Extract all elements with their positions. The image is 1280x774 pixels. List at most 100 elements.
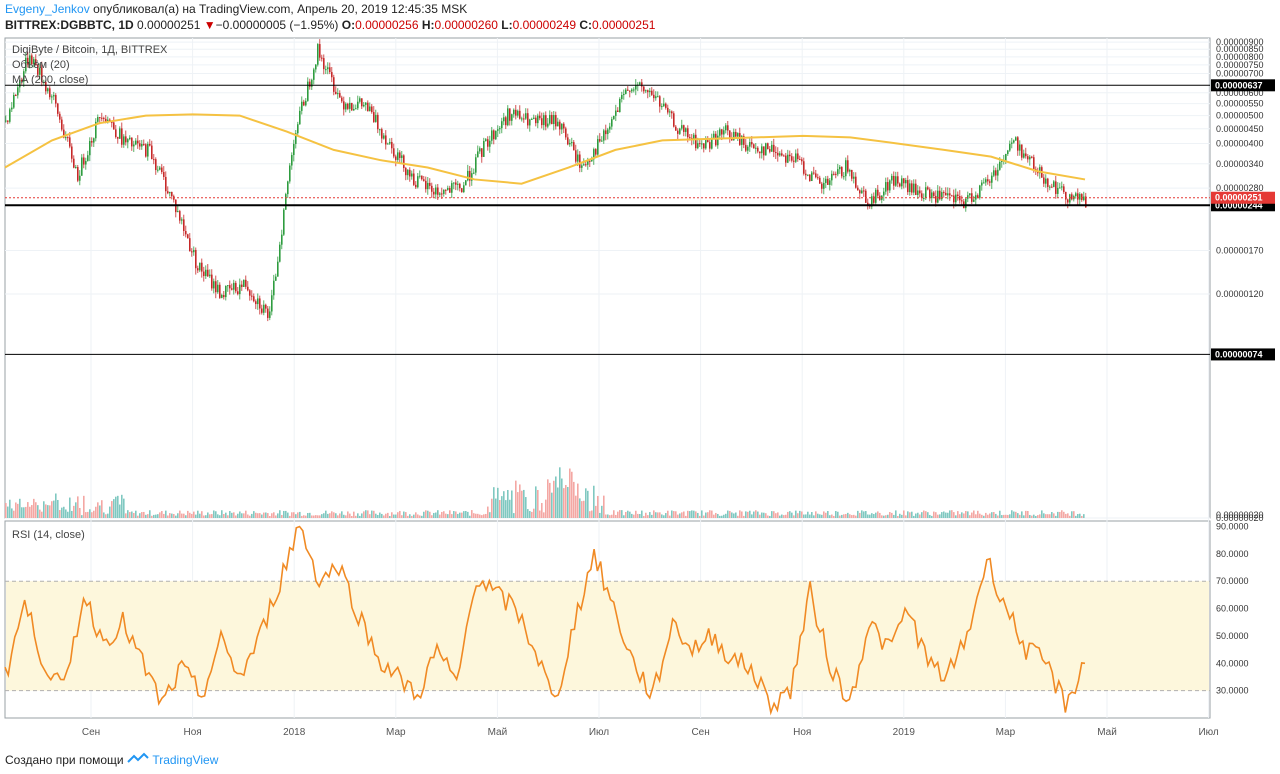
volume-bar (275, 515, 277, 518)
volume-bar (179, 510, 181, 518)
candle-body (73, 158, 75, 168)
candle-body (889, 180, 891, 191)
volume-bar (791, 512, 793, 518)
volume-bar (457, 513, 459, 518)
author-link[interactable]: Evgeny_Jenkov (5, 2, 90, 16)
volume-bar (467, 511, 469, 518)
volume-bar (117, 495, 119, 518)
candle-body (899, 183, 901, 187)
volume-tick-label: 0.00000020 (1216, 510, 1264, 520)
candle-body (219, 284, 221, 298)
candle-body (31, 55, 33, 65)
price-tick-label: 0.00000170 (1216, 245, 1264, 255)
volume-bar (33, 498, 35, 518)
candle-body (973, 199, 975, 202)
candle-body (497, 129, 499, 131)
candle-body (765, 143, 767, 156)
volume-bar (47, 505, 49, 518)
volume-bar (1081, 515, 1083, 518)
candle-body (45, 81, 47, 92)
candle-body (107, 119, 109, 122)
candle-body (763, 146, 765, 156)
candle-body (857, 187, 859, 191)
candle-body (879, 195, 881, 200)
volume-bar (899, 513, 901, 518)
volume-bar (803, 514, 805, 518)
candle-body (541, 118, 543, 126)
candle-body (237, 291, 239, 295)
volume-bar (855, 515, 857, 518)
candle-body (705, 140, 707, 149)
volume-bar (519, 484, 521, 518)
candle-body (139, 143, 141, 147)
candle-body (865, 190, 867, 203)
candle-body (789, 154, 791, 157)
volume-bar (545, 499, 547, 518)
candle-body (473, 172, 475, 174)
volume-bar (573, 481, 575, 518)
candle-body (171, 191, 173, 197)
candle-body (315, 64, 317, 70)
candle-body (573, 142, 575, 151)
volume-bar (505, 500, 507, 518)
candle-body (631, 89, 633, 92)
candle-body (287, 181, 289, 195)
candle-body (877, 189, 879, 196)
volume-bar (109, 506, 111, 518)
volume-bar (717, 513, 719, 518)
candle-body (741, 135, 743, 145)
volume-bar (337, 515, 339, 518)
candle-body (261, 308, 263, 313)
candle-body (353, 109, 355, 111)
volume-bar (319, 515, 321, 518)
brand-link[interactable]: TradingView (152, 753, 219, 767)
volume-bar (1041, 510, 1043, 518)
volume-bar (639, 514, 641, 518)
candle-body (111, 122, 113, 124)
volume-bar (399, 510, 401, 518)
candle-body (375, 114, 377, 122)
volume-bar (527, 509, 529, 518)
volume-bar (921, 512, 923, 518)
volume-bar (885, 515, 887, 518)
rsi-tick-label: 30.0000 (1216, 686, 1249, 696)
candle-body (1077, 193, 1079, 200)
volume-bar (289, 515, 291, 518)
volume-bar (379, 512, 381, 518)
candle-body (699, 143, 701, 145)
candle-body (875, 189, 877, 203)
candle-body (1069, 194, 1071, 203)
candle-body (1031, 156, 1033, 158)
candle-body (815, 173, 817, 178)
candle-body (967, 195, 969, 199)
volume-bar (1059, 511, 1061, 518)
volume-bar (727, 510, 729, 518)
x-tick-label: Сен (82, 727, 100, 738)
candle-body (1051, 186, 1053, 188)
candle-body (923, 197, 925, 199)
candle-body (123, 136, 125, 145)
tradingview-logo-icon[interactable] (127, 752, 152, 767)
price-tick-label: 0.00000550 (1216, 99, 1264, 109)
volume-bar (655, 512, 657, 518)
candle-body (135, 140, 137, 145)
volume-bar (297, 512, 299, 518)
candle-body (863, 190, 865, 192)
candle-body (723, 130, 725, 135)
volume-bar (679, 513, 681, 518)
volume-bar (107, 513, 109, 518)
volume-bar (335, 513, 337, 518)
volume-bar (421, 515, 423, 518)
candle-body (943, 192, 945, 194)
volume-bar (1077, 514, 1079, 518)
candle-body (563, 123, 565, 129)
candle-body (407, 169, 409, 176)
candle-body (609, 126, 611, 130)
candle-body (437, 187, 439, 195)
candle-body (595, 149, 597, 155)
price-tick-label: 0.00000700 (1216, 69, 1264, 79)
candle-body (147, 143, 149, 157)
volume-bar (997, 515, 999, 518)
candle-body (495, 130, 497, 140)
